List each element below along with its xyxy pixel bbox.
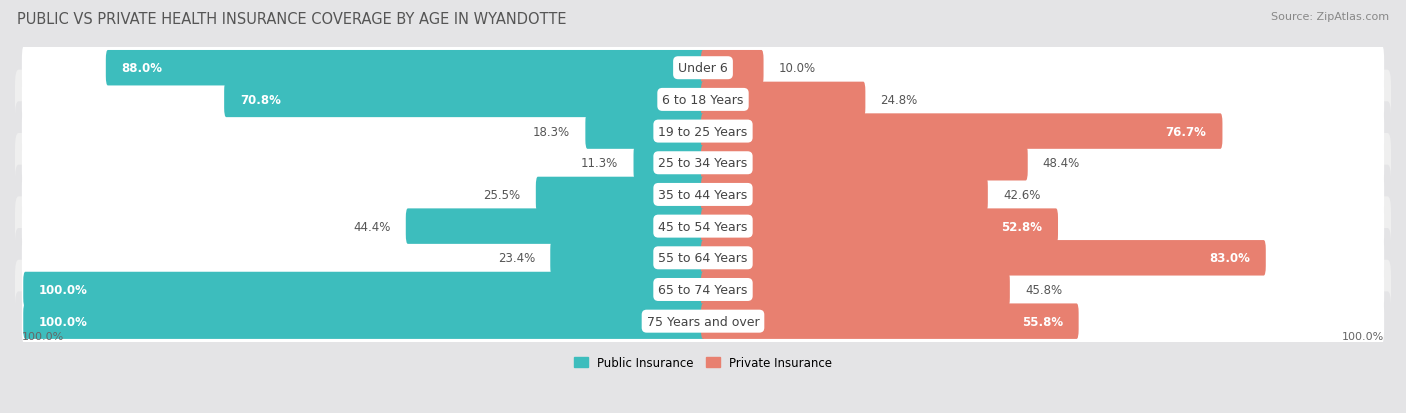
Text: 45.8%: 45.8% bbox=[1025, 283, 1062, 296]
Text: 52.8%: 52.8% bbox=[1001, 220, 1042, 233]
FancyBboxPatch shape bbox=[702, 114, 1222, 150]
Text: Source: ZipAtlas.com: Source: ZipAtlas.com bbox=[1271, 12, 1389, 22]
Text: 88.0%: 88.0% bbox=[122, 62, 163, 75]
FancyBboxPatch shape bbox=[702, 272, 1010, 308]
Text: 25 to 34 Years: 25 to 34 Years bbox=[658, 157, 748, 170]
FancyBboxPatch shape bbox=[15, 165, 1391, 225]
FancyBboxPatch shape bbox=[22, 234, 1384, 282]
Text: 18.3%: 18.3% bbox=[533, 125, 571, 138]
Text: 55 to 64 Years: 55 to 64 Years bbox=[658, 252, 748, 265]
FancyBboxPatch shape bbox=[634, 146, 704, 181]
FancyBboxPatch shape bbox=[15, 102, 1391, 161]
Text: 100.0%: 100.0% bbox=[39, 283, 89, 296]
FancyBboxPatch shape bbox=[15, 71, 1391, 130]
FancyBboxPatch shape bbox=[22, 297, 1384, 345]
Text: 23.4%: 23.4% bbox=[498, 252, 536, 265]
Text: 44.4%: 44.4% bbox=[353, 220, 391, 233]
Text: 6 to 18 Years: 6 to 18 Years bbox=[662, 94, 744, 107]
FancyBboxPatch shape bbox=[702, 304, 1078, 339]
FancyBboxPatch shape bbox=[550, 240, 704, 276]
Text: 100.0%: 100.0% bbox=[1341, 331, 1384, 341]
Text: 25.5%: 25.5% bbox=[484, 188, 520, 202]
FancyBboxPatch shape bbox=[24, 304, 704, 339]
FancyBboxPatch shape bbox=[15, 197, 1391, 256]
Text: 83.0%: 83.0% bbox=[1209, 252, 1250, 265]
FancyBboxPatch shape bbox=[15, 260, 1391, 320]
FancyBboxPatch shape bbox=[702, 83, 865, 118]
Text: 35 to 44 Years: 35 to 44 Years bbox=[658, 188, 748, 202]
FancyBboxPatch shape bbox=[15, 39, 1391, 98]
FancyBboxPatch shape bbox=[15, 134, 1391, 193]
FancyBboxPatch shape bbox=[702, 209, 1057, 244]
FancyBboxPatch shape bbox=[702, 240, 1265, 276]
FancyBboxPatch shape bbox=[22, 76, 1384, 124]
Text: 48.4%: 48.4% bbox=[1043, 157, 1080, 170]
Text: 76.7%: 76.7% bbox=[1166, 125, 1206, 138]
Text: 65 to 74 Years: 65 to 74 Years bbox=[658, 283, 748, 296]
Text: 24.8%: 24.8% bbox=[880, 94, 918, 107]
FancyBboxPatch shape bbox=[22, 139, 1384, 188]
FancyBboxPatch shape bbox=[24, 272, 704, 308]
FancyBboxPatch shape bbox=[702, 51, 763, 86]
FancyBboxPatch shape bbox=[22, 108, 1384, 156]
FancyBboxPatch shape bbox=[22, 171, 1384, 219]
Text: 11.3%: 11.3% bbox=[581, 157, 619, 170]
FancyBboxPatch shape bbox=[22, 45, 1384, 93]
Legend: Public Insurance, Private Insurance: Public Insurance, Private Insurance bbox=[569, 352, 837, 374]
FancyBboxPatch shape bbox=[702, 177, 988, 213]
Text: 100.0%: 100.0% bbox=[22, 331, 65, 341]
Text: 75 Years and over: 75 Years and over bbox=[647, 315, 759, 328]
FancyBboxPatch shape bbox=[15, 292, 1391, 351]
Text: Under 6: Under 6 bbox=[678, 62, 728, 75]
Text: 70.8%: 70.8% bbox=[240, 94, 281, 107]
FancyBboxPatch shape bbox=[536, 177, 704, 213]
Text: 100.0%: 100.0% bbox=[39, 315, 89, 328]
FancyBboxPatch shape bbox=[224, 83, 704, 118]
FancyBboxPatch shape bbox=[406, 209, 704, 244]
FancyBboxPatch shape bbox=[22, 266, 1384, 314]
FancyBboxPatch shape bbox=[585, 114, 704, 150]
Text: PUBLIC VS PRIVATE HEALTH INSURANCE COVERAGE BY AGE IN WYANDOTTE: PUBLIC VS PRIVATE HEALTH INSURANCE COVER… bbox=[17, 12, 567, 27]
Text: 55.8%: 55.8% bbox=[1022, 315, 1063, 328]
FancyBboxPatch shape bbox=[22, 202, 1384, 251]
Text: 10.0%: 10.0% bbox=[779, 62, 815, 75]
Text: 42.6%: 42.6% bbox=[1002, 188, 1040, 202]
Text: 19 to 25 Years: 19 to 25 Years bbox=[658, 125, 748, 138]
FancyBboxPatch shape bbox=[15, 228, 1391, 288]
FancyBboxPatch shape bbox=[702, 146, 1028, 181]
Text: 45 to 54 Years: 45 to 54 Years bbox=[658, 220, 748, 233]
FancyBboxPatch shape bbox=[105, 51, 704, 86]
